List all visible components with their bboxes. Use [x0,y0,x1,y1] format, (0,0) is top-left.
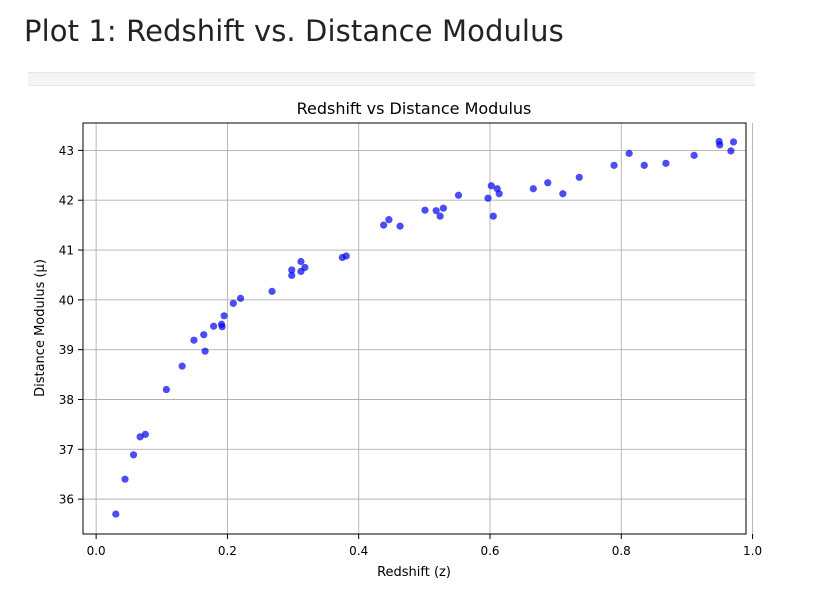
y-tick-label: 37 [59,443,74,457]
data-point [662,159,670,167]
data-point [421,206,429,214]
data-point [380,221,388,229]
axis-ticks: 0.0 0.2 0.4 0.6 0.8 1.0 36 37 38 39 40 41 42 43 [59,144,762,558]
y-tick-label: 42 [59,194,74,208]
y-tick-label: 36 [59,493,74,507]
data-point [190,336,198,344]
data-point [288,271,296,280]
data-point [436,212,444,220]
data-point [121,475,129,483]
data-point [218,323,226,331]
data-point [544,179,552,187]
data-point [690,151,698,159]
data-point [385,216,393,224]
data-point [342,252,350,260]
data-point [288,266,296,274]
data-point [178,362,186,370]
data-point [396,222,404,230]
data-point [220,312,228,320]
data-point [487,182,495,190]
data-point [625,149,633,157]
data-point [575,173,583,181]
x-tick-label: 0.2 [218,544,237,558]
plot-frame [82,122,747,535]
y-tick-label: 43 [59,144,74,158]
data-point [454,191,463,199]
x-tick-label: 0.6 [480,544,499,558]
x-tick-label: 0.0 [87,544,106,558]
data-point [439,204,447,212]
data-point [200,331,208,339]
data-point [529,185,537,193]
x-tick-label: 0.4 [349,544,368,558]
data-point [141,430,149,438]
y-tick-label: 39 [59,343,74,357]
y-tick-label: 40 [59,293,74,307]
data-point [210,322,218,330]
grid-lines [83,123,754,534]
data-points [112,137,738,518]
divider-bar [28,72,755,86]
x-tick-label: 1.0 [743,544,762,558]
data-point [201,347,209,355]
data-point [559,190,567,198]
data-point [495,190,503,198]
data-point [112,510,120,518]
data-point [162,385,170,394]
data-point [236,294,245,302]
page-heading: Plot 1: Redshift vs. Distance Modulus [24,14,564,48]
data-point [716,141,724,149]
x-axis-label: Redshift (z) [377,565,451,580]
data-point [640,161,648,169]
y-tick-label: 38 [59,393,74,407]
data-point [129,451,138,459]
data-point [484,194,492,202]
data-point [297,257,305,266]
data-point [729,138,738,146]
data-point [229,299,237,307]
chart-title: Redshift vs Distance Modulus [297,99,532,118]
x-tick-label: 0.8 [612,544,631,558]
data-point [489,212,497,220]
data-point [432,207,440,215]
data-point [610,161,618,169]
y-axis-label: Distance Modulus (μ) [33,259,48,397]
data-point [301,263,309,272]
data-point [268,287,276,295]
data-point [727,147,735,155]
y-tick-label: 41 [59,244,74,258]
